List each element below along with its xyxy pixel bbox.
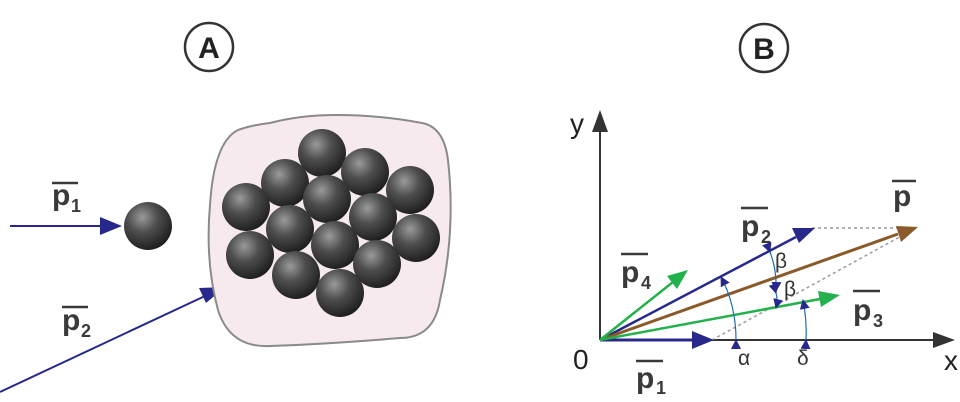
vector-p1-arrow-head bbox=[692, 331, 714, 349]
nucleon bbox=[349, 193, 397, 241]
vector-sub: 4 bbox=[641, 273, 651, 293]
vector-p3-arrow-head bbox=[818, 291, 840, 307]
panel-a-label: A bbox=[198, 32, 220, 65]
panel-b-badge bbox=[738, 22, 790, 74]
vector-p3-label: p 3 bbox=[853, 289, 883, 331]
nucleon bbox=[261, 159, 309, 207]
angle-delta-arc bbox=[799, 299, 811, 350]
panel-a-badge bbox=[183, 21, 235, 73]
vector-sub: 3 bbox=[873, 311, 883, 331]
vector-p1-label-b: p 1 bbox=[636, 359, 666, 398]
x-axis-arrowhead bbox=[933, 332, 955, 348]
y-axis-arrowhead bbox=[592, 110, 608, 132]
vector-p-label: p bbox=[892, 179, 916, 213]
arrow-p2-line bbox=[0, 295, 206, 393]
nucleon bbox=[353, 240, 401, 288]
nucleon bbox=[316, 269, 364, 317]
x-axis-label: x bbox=[944, 345, 958, 376]
vector-sub: 1 bbox=[656, 378, 666, 397]
nucleon bbox=[226, 231, 274, 279]
vector-main: p bbox=[853, 294, 871, 327]
projectile-particle bbox=[124, 202, 172, 250]
vector-sub: 1 bbox=[71, 196, 81, 216]
vector-main: p bbox=[621, 256, 639, 289]
dotted-line-p1-to-p bbox=[711, 227, 917, 341]
nucleons bbox=[222, 129, 440, 317]
angle-beta1-label: β bbox=[775, 250, 787, 273]
nucleon bbox=[222, 183, 270, 231]
vector-main: p bbox=[52, 179, 70, 212]
vector-p2-label: p 2 bbox=[62, 304, 91, 341]
origin-label: 0 bbox=[573, 344, 589, 375]
angle-delta-label: δ bbox=[797, 347, 809, 370]
nucleon bbox=[266, 205, 314, 253]
angle-beta2-arc bbox=[768, 282, 784, 309]
nucleon bbox=[272, 251, 320, 299]
nucleon bbox=[341, 148, 389, 196]
vector-p-arrow-head bbox=[896, 226, 918, 242]
vector-p3-arrow-line bbox=[599, 297, 821, 342]
nucleon bbox=[311, 221, 359, 269]
angle-alpha-arc bbox=[720, 276, 742, 350]
vector-p4-arrow-head bbox=[667, 270, 688, 289]
nucleon bbox=[303, 175, 351, 223]
vector-p2-arrow-head bbox=[792, 228, 815, 243]
angle-alpha-label: α bbox=[738, 347, 750, 370]
vector-p4-arrow-line bbox=[599, 281, 674, 341]
vector-sub: 2 bbox=[761, 227, 771, 247]
vector-main: p bbox=[893, 180, 911, 213]
vector-p1-label: p 1 bbox=[52, 179, 81, 216]
arrow-p1-head bbox=[100, 217, 122, 235]
vector-sub: 2 bbox=[81, 321, 91, 341]
nucleon bbox=[386, 166, 434, 214]
panel-b-label: B bbox=[753, 33, 775, 66]
vector-p4-label: p 4 bbox=[621, 252, 651, 293]
vector-p-arrow-line bbox=[599, 232, 899, 342]
y-axis-label: y bbox=[570, 108, 584, 139]
panel-b: B y x 0 α β β δ bbox=[570, 22, 958, 398]
nucleon bbox=[298, 129, 346, 177]
nucleon bbox=[392, 214, 440, 262]
vector-main: p bbox=[741, 210, 759, 243]
angle-beta2-label: β bbox=[784, 278, 796, 301]
panel-a: A p 1 p 2 bbox=[0, 21, 452, 393]
vector-main: p bbox=[62, 304, 80, 337]
vector-main: p bbox=[636, 362, 654, 395]
vector-p2-label: p 2 bbox=[741, 206, 771, 247]
